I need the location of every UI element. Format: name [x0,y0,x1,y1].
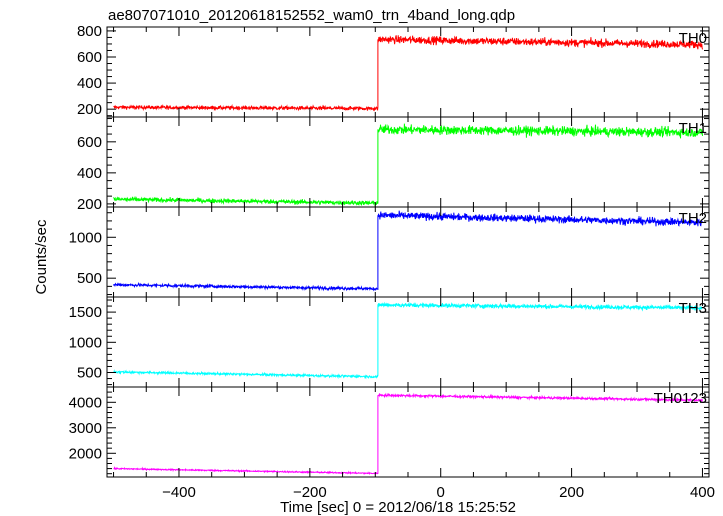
y-tick-label: 500 [77,270,102,287]
y-tick-label: 200 [77,196,102,213]
chart-title: ae807071010_20120618152552_wam0_trn_4ban… [108,7,515,24]
y-tick-label: 4000 [69,394,102,411]
y-tick-label: 500 [77,365,102,382]
x-tick-label: −400 [162,484,196,501]
y-tick-label: 200 [77,101,102,118]
x-tick-label: 200 [559,484,584,501]
y-tick-label: 400 [77,165,102,182]
y-tick-label: 800 [77,23,102,40]
y-tick-label: 1000 [69,229,102,246]
panel-th3: 500 1000 1500 TH3 [69,296,710,388]
y-tick-label: 3000 [69,420,102,437]
series-label-th3: TH3 [679,300,707,317]
x-tick-label: −200 [293,484,327,501]
series-line-th3 [113,301,703,380]
x-tick-label: 0 [437,484,445,501]
y-tick-label: 2000 [69,445,102,462]
series-line-th1 [113,123,703,207]
series-line-th0 [113,35,703,112]
series-line-th0123 [113,392,703,476]
series-label-th0: TH0 [679,30,707,47]
y-tick-label: 600 [77,134,102,151]
panel-th0123: 2000 3000 4000 TH0123 [69,386,710,478]
series-label-th0123: TH0123 [654,390,707,407]
y-axis-label: Counts/sec [33,219,50,295]
y-tick-label: 1500 [69,304,102,321]
x-axis-label: Time [sec] 0 = 2012/06/18 15:25:52 [280,499,516,516]
series-line-th2 [113,210,703,292]
panel-frame [106,386,710,478]
y-tick-label: 400 [77,75,102,92]
panel-th1: 200 400 600 TH1 [77,116,710,213]
y-tick-label: 600 [77,49,102,66]
series-label-th2: TH2 [679,210,707,227]
panel-th2: 500 1000 TH2 [69,206,710,298]
y-tick-label: 1000 [69,334,102,351]
series-label-th1: TH1 [679,120,707,137]
panel-th0: 200 400 600 800 TH0 [77,23,710,118]
x-tick-label: 400 [690,484,715,501]
